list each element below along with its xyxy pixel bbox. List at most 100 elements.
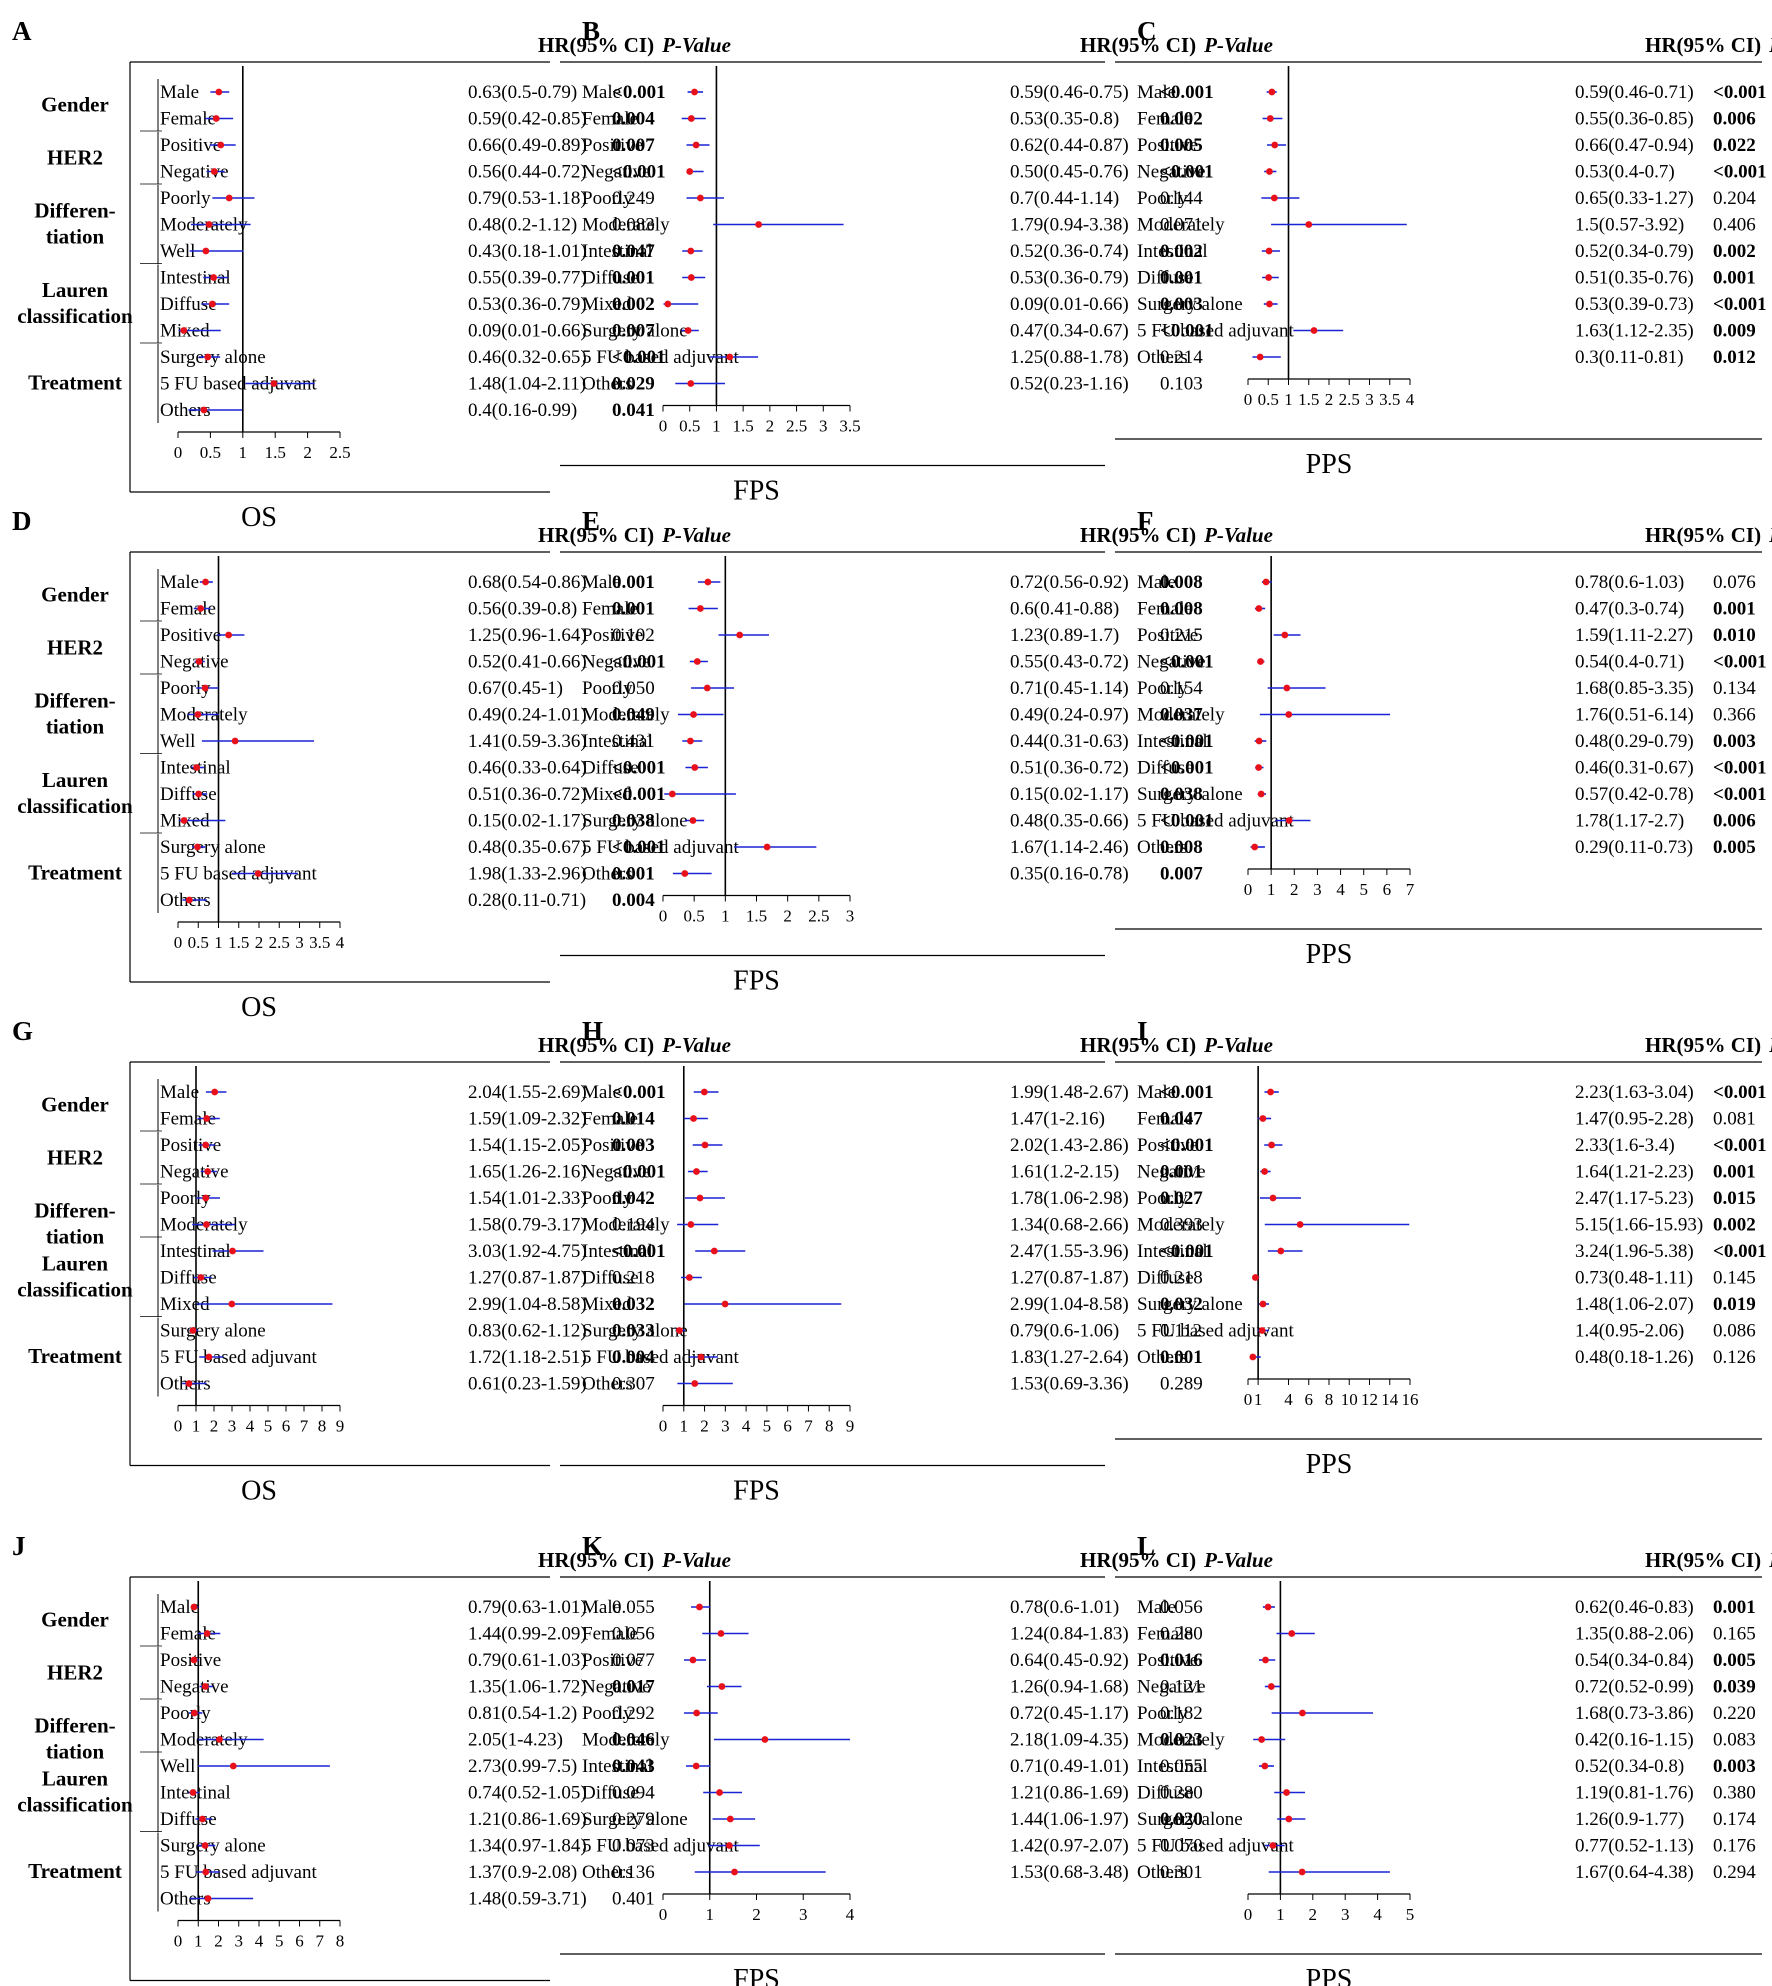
x-tick-label: 1 bbox=[194, 1932, 203, 1951]
x-tick-label: 4 bbox=[336, 933, 345, 952]
p-value: 0.076 bbox=[1713, 572, 1756, 593]
group-label: classification bbox=[17, 304, 133, 328]
hr-ci-value: 2.47(1.17-5.23) bbox=[1575, 1188, 1694, 1209]
hr-ci-value: 1.25(0.96-1.64) bbox=[468, 625, 587, 646]
row-label: Poorly bbox=[160, 1703, 211, 1724]
x-tick-label: 6 bbox=[282, 1417, 291, 1436]
hr-ci-value: 2.99(1.04-8.58) bbox=[468, 1294, 587, 1315]
x-tick-label: 8 bbox=[825, 1417, 834, 1436]
column-header: HR(95% CI) P-Value bbox=[538, 1033, 731, 1057]
hr-point bbox=[718, 1683, 726, 1690]
row-label: Diffuse bbox=[160, 784, 217, 805]
row-label: Intestinal bbox=[582, 731, 653, 752]
p-value: 0.008 bbox=[1160, 572, 1203, 593]
hr-ci-value: 0.53(0.39-0.73) bbox=[1575, 294, 1694, 315]
hr-point bbox=[199, 1815, 206, 1823]
hr-point bbox=[197, 605, 205, 612]
hr-ci-value: 1.54(1.15-2.05) bbox=[468, 1135, 587, 1156]
hr-point bbox=[703, 684, 711, 692]
x-tick-label: 2 bbox=[255, 933, 264, 952]
hr-point bbox=[1262, 578, 1270, 586]
p-value: <0.001 bbox=[1160, 758, 1214, 779]
group-label: Lauren bbox=[42, 1767, 108, 1791]
hr-ci-value: 0.53(0.35-0.8) bbox=[1010, 109, 1119, 130]
x-tick-label: 0.5 bbox=[684, 907, 705, 926]
x-tick-label: 3 bbox=[235, 1932, 244, 1951]
p-value: 0.038 bbox=[612, 811, 655, 832]
row-label: Female bbox=[1137, 1624, 1193, 1645]
row-label: 5 FU based adjuvant bbox=[160, 374, 317, 395]
row-label: Intestinal bbox=[1137, 241, 1208, 262]
p-value: <0.001 bbox=[1713, 758, 1767, 779]
hr-point bbox=[1249, 1353, 1257, 1361]
x-tick-label: 0 bbox=[659, 417, 668, 436]
hr-ci-header: HR(95% CI) bbox=[1645, 523, 1761, 547]
row-label: Well bbox=[160, 241, 195, 262]
hr-ci-value: 1.53(0.68-3.48) bbox=[1010, 1862, 1129, 1883]
hr-point bbox=[190, 1656, 198, 1664]
column-header: HR(95% CI) P-Value bbox=[1645, 523, 1772, 547]
hr-point bbox=[208, 300, 216, 308]
hr-point bbox=[1267, 1088, 1274, 1096]
row-label: Mixed bbox=[582, 784, 632, 805]
p-value: 0.301 bbox=[1160, 1862, 1203, 1883]
hr-point bbox=[191, 1709, 198, 1717]
hr-ci-value: 1.35(1.06-1.72) bbox=[468, 1677, 587, 1698]
hr-point bbox=[203, 1630, 211, 1637]
hr-point bbox=[202, 247, 210, 255]
hr-point bbox=[215, 88, 223, 96]
hr-point bbox=[201, 1683, 209, 1690]
x-tick-label: 5 bbox=[763, 1417, 772, 1436]
row-label: Positive bbox=[1137, 625, 1198, 646]
hr-point bbox=[185, 1380, 193, 1387]
p-value: <0.001 bbox=[612, 1162, 666, 1183]
p-value: 0.038 bbox=[1160, 784, 1203, 805]
p-value: 0.056 bbox=[612, 1624, 655, 1645]
row-label: 5 FU based adjuvant bbox=[582, 837, 739, 858]
row-label: Surgery alone bbox=[160, 837, 266, 858]
panel-d: D HR(95% CI) P-Value Gender HER2 Differen-tia… bbox=[12, 506, 731, 1023]
hr-point bbox=[229, 1247, 236, 1255]
hr-ci-value: 2.18(1.09-4.35) bbox=[1010, 1730, 1129, 1751]
column-header: HR(95% CI) P-Value bbox=[1645, 1033, 1772, 1057]
row-label: Male bbox=[1137, 82, 1176, 103]
row-label: 5 FU based adjuvant bbox=[582, 1836, 739, 1857]
hr-point bbox=[1261, 1168, 1269, 1175]
row-label: Female bbox=[582, 1109, 638, 1130]
row-label: Intestinal bbox=[1137, 1241, 1208, 1262]
p-value: <0.001 bbox=[612, 162, 666, 183]
hr-ci-value: 0.63(0.5-0.79) bbox=[468, 82, 577, 103]
hr-point bbox=[180, 327, 188, 334]
hr-ci-value: 1.99(1.48-2.67) bbox=[1010, 1082, 1129, 1103]
panel-letter: E bbox=[582, 506, 600, 536]
p-value: 0.145 bbox=[1713, 1268, 1756, 1289]
row-label: 5 FU based adjuvant bbox=[1137, 1321, 1294, 1342]
hr-point bbox=[736, 631, 744, 639]
x-tick-label: 3 bbox=[721, 1417, 730, 1436]
hr-ci-header: HR(95% CI) bbox=[538, 1548, 654, 1572]
group-label: Treatment bbox=[28, 1344, 122, 1368]
p-value: 0.406 bbox=[1713, 215, 1756, 236]
row-label: Female bbox=[160, 1624, 216, 1645]
p-value: <0.001 bbox=[1160, 1241, 1214, 1262]
x-tick-label: 1.5 bbox=[228, 933, 249, 952]
p-value: <0.001 bbox=[1713, 652, 1767, 673]
x-tick-label: 0.5 bbox=[200, 443, 221, 462]
hr-ci-value: 3.24(1.96-5.38) bbox=[1575, 1241, 1694, 1262]
group-label: tiation bbox=[46, 225, 105, 249]
row-label: Negative bbox=[160, 652, 229, 673]
x-tick-label: 3 bbox=[846, 907, 855, 926]
hr-ci-value: 0.73(0.48-1.11) bbox=[1575, 1268, 1693, 1289]
row-label: 5 FU based adjuvant bbox=[582, 1347, 739, 1368]
hr-point bbox=[1296, 1221, 1304, 1228]
p-value-header: P-Value bbox=[661, 1548, 731, 1572]
row-label: Female bbox=[160, 599, 216, 620]
x-tick-label: 7 bbox=[300, 1417, 309, 1436]
x-tick-label: 3 bbox=[1313, 880, 1322, 899]
row-label: Surgery alone bbox=[160, 1321, 266, 1342]
hr-ci-value: 0.79(0.63-1.01) bbox=[468, 1597, 587, 1618]
p-value: 0.220 bbox=[1713, 1703, 1756, 1724]
group-label: Lauren bbox=[42, 278, 108, 302]
panel-letter: H bbox=[582, 1016, 603, 1046]
